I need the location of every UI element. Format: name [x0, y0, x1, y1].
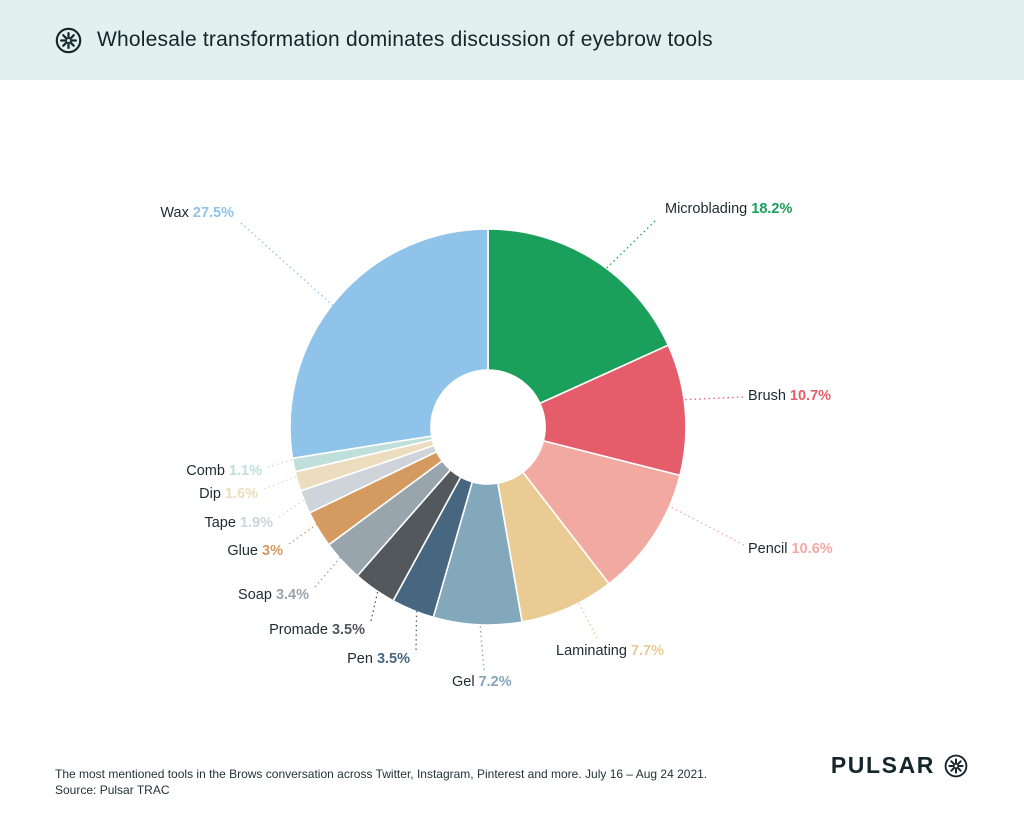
leader-line-dip	[263, 466, 322, 490]
slice-label-brush: Brush 10.7%	[748, 389, 831, 404]
chart-caption: The most mentioned tools in the Brows co…	[55, 766, 707, 798]
slice-label-comb: Comb 1.1%	[186, 464, 262, 479]
slice-label-name: Wax	[160, 204, 193, 221]
slice-label-value: 18.2%	[751, 200, 793, 217]
brand-wordmark: PULSAR	[830, 752, 935, 778]
slice-label-value: 3.4%	[275, 586, 309, 603]
slice-label-value: 7.7%	[630, 642, 665, 659]
slice-label-name: Pencil	[748, 540, 792, 557]
pie-slice-brush	[538, 344, 687, 477]
leader-line-wax	[240, 222, 340, 312]
slice-label-gel: Gel 7.2%	[452, 675, 512, 690]
slice-label-pen: Pen 3.5%	[347, 652, 410, 667]
pulsar-logo-icon	[944, 754, 968, 778]
leader-line-microblading	[577, 220, 656, 297]
leader-line-soap	[314, 537, 358, 588]
leader-line-glue	[288, 509, 338, 545]
caption-line2: Source: Pulsar TRAC	[55, 783, 170, 797]
leader-line-brush	[676, 396, 744, 401]
slice-label-dip: Dip 1.6%	[199, 487, 258, 502]
leader-line-promade	[370, 563, 385, 622]
chart-title: Wholesale transformation dominates discu…	[97, 28, 713, 51]
pie-slice-microblading	[487, 228, 670, 405]
slice-label-value: 10.6%	[791, 540, 833, 557]
slice-label-value: 3%	[262, 542, 283, 559]
slice-label-pencil: Pencil 10.6%	[748, 542, 833, 557]
header-band: Wholesale transformation dominates discu…	[0, 0, 1024, 80]
slice-label-tape: Tape 1.9%	[204, 516, 273, 531]
slice-label-soap: Soap 3.4%	[238, 588, 309, 603]
leader-line-gel	[478, 611, 485, 671]
leader-line-laminating	[576, 598, 598, 639]
slice-label-name: Promade	[269, 621, 332, 638]
slice-label-value: 1.9%	[239, 514, 273, 531]
leader-line-pen	[415, 583, 418, 651]
slice-label-value: 3.5%	[376, 650, 410, 667]
slice-label-laminating: Laminating 7.7%	[556, 644, 664, 659]
slice-label-name: Dip	[199, 485, 225, 502]
slice-label-value: 1.6%	[224, 485, 258, 502]
pulsar-brand: PULSAR	[831, 752, 968, 779]
slice-label-value: 27.5%	[192, 204, 234, 221]
slice-label-name: Microblading	[665, 200, 752, 217]
caption-line1: The most mentioned tools in the Brows co…	[55, 767, 708, 781]
slice-label-value: 1.1%	[228, 462, 262, 479]
slice-label-name: Pen	[347, 650, 377, 667]
pie-slice-wax	[289, 228, 489, 460]
slice-label-promade: Promade 3.5%	[269, 623, 365, 638]
slice-label-name: Glue	[227, 542, 263, 559]
slice-label-wax: Wax 27.5%	[160, 206, 234, 221]
slice-label-name: Laminating	[556, 642, 631, 659]
slice-label-name: Brush	[748, 387, 790, 404]
slice-label-name: Soap	[238, 586, 276, 603]
leader-line-tape	[278, 484, 327, 518]
slice-label-name: Tape	[204, 514, 240, 531]
slice-label-glue: Glue 3%	[227, 544, 283, 559]
slice-label-name: Comb	[186, 462, 229, 479]
slice-label-microblading: Microblading 18.2%	[665, 202, 792, 217]
slice-label-value: 3.5%	[331, 621, 365, 638]
pie-slice-pencil	[521, 439, 681, 585]
slice-label-value: 10.7%	[789, 387, 832, 404]
slice-label-value: 7.2%	[478, 673, 512, 690]
leader-line-pencil	[662, 502, 745, 546]
slice-label-name: Gel	[452, 673, 479, 690]
